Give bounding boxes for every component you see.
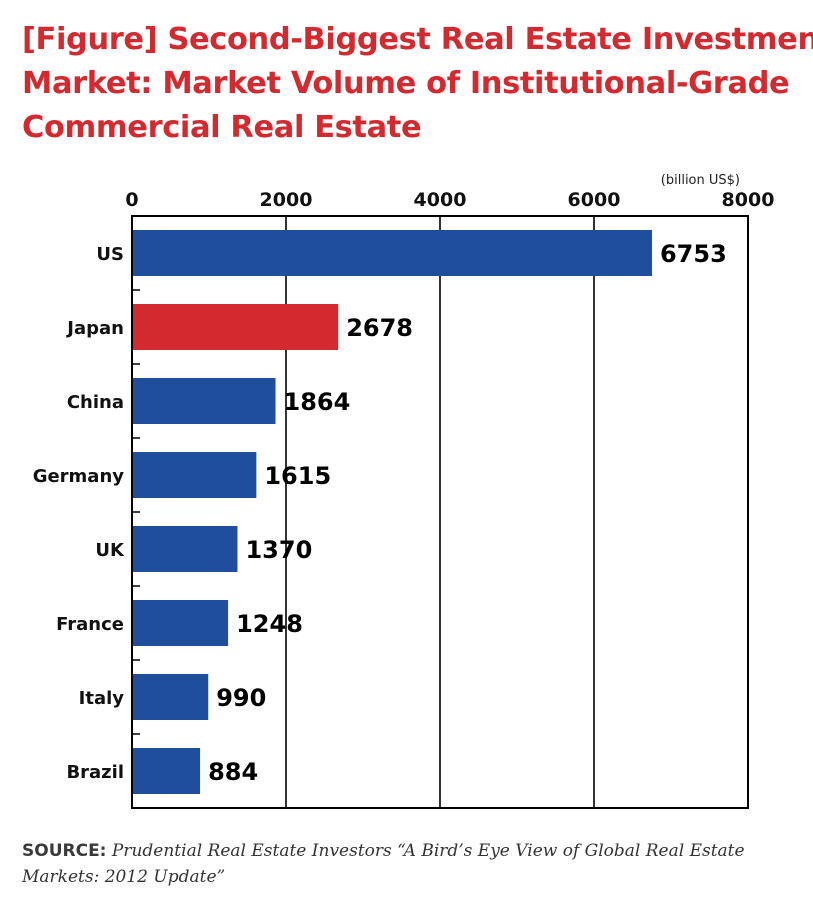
x-axis-ticks: 0 2000 4000 6000 8000 (125, 189, 774, 211)
source-note: SOURCE: Prudential Real Estate Investors… (22, 838, 802, 890)
data-label-china: 1864 (284, 388, 351, 416)
bar-germany (132, 452, 257, 498)
bar-chart: (billion US$) 0 2000 4000 6000 8000 6753 2678… (33, 173, 774, 809)
category-label-germany: Germany (33, 466, 125, 487)
bar-uk (132, 526, 238, 572)
source-text: Prudential Real Estate Investors “A Bird… (22, 841, 745, 887)
bar-france (132, 600, 229, 646)
x-tick-label: 8000 (722, 189, 775, 211)
chart-title: [Figure] Second-Biggest Real Estate Inve… (22, 18, 813, 150)
category-label-italy: Italy (79, 688, 125, 709)
data-label-germany: 1615 (264, 462, 331, 490)
bar-japan (132, 304, 339, 350)
data-labels: 6753 2678 1864 1615 1370 1248 990 884 (208, 240, 727, 786)
data-label-brazil: 884 (208, 758, 258, 786)
category-labels: US Japan China Germany UK France Italy Brazil (33, 244, 125, 783)
title-line-2: Market: Market Volume of Institutional-G… (22, 66, 790, 101)
category-label-brazil: Brazil (66, 762, 124, 783)
title-line-3: Commercial Real Estate (22, 110, 422, 145)
bars (132, 230, 652, 794)
plot-frame (131, 215, 749, 809)
unit-label: (billion US$) (661, 173, 740, 188)
data-label-france: 1248 (236, 610, 303, 638)
data-label-us: 6753 (660, 240, 727, 268)
category-label-uk: UK (95, 540, 125, 561)
bar-italy (132, 674, 209, 720)
x-tick-label: 4000 (414, 189, 467, 211)
x-tick-label: 0 (125, 189, 138, 211)
bar-us (132, 230, 652, 276)
category-label-france: France (56, 614, 124, 635)
x-tick-label: 2000 (260, 189, 313, 211)
bar-china (132, 378, 276, 424)
category-label-china: China (67, 392, 124, 413)
data-label-japan: 2678 (346, 314, 413, 342)
data-label-italy: 990 (216, 684, 266, 712)
bar-brazil (132, 748, 201, 794)
title-line-1: [Figure] Second-Biggest Real Estate Inve… (22, 22, 813, 57)
source-label: SOURCE: (22, 841, 107, 861)
data-label-uk: 1370 (245, 536, 312, 564)
category-label-us: US (96, 244, 124, 265)
x-tick-label: 6000 (568, 189, 621, 211)
category-label-japan: Japan (65, 318, 124, 339)
